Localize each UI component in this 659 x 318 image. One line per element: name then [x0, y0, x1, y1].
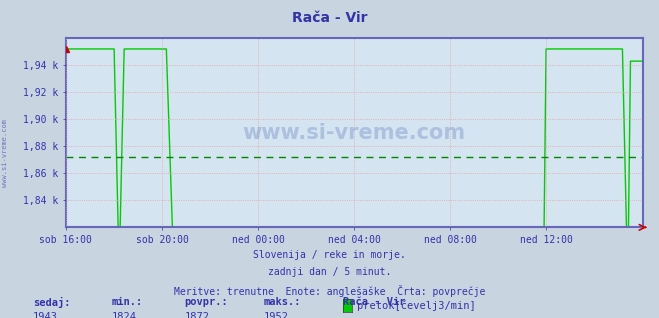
Text: povpr.:: povpr.:	[185, 297, 228, 307]
Text: Rača - Vir: Rača - Vir	[343, 297, 405, 307]
Text: maks.:: maks.:	[264, 297, 301, 307]
Text: pretok[čevelj3/min]: pretok[čevelj3/min]	[357, 300, 476, 311]
Text: sedaj:: sedaj:	[33, 297, 71, 308]
Text: www.si-vreme.com: www.si-vreme.com	[2, 119, 9, 187]
Text: 1943: 1943	[33, 312, 58, 318]
Text: www.si-vreme.com: www.si-vreme.com	[243, 123, 466, 143]
Text: min.:: min.:	[112, 297, 143, 307]
Text: zadnji dan / 5 minut.: zadnji dan / 5 minut.	[268, 267, 391, 277]
Text: Meritve: trenutne  Enote: anglešaške  Črta: povprečje: Meritve: trenutne Enote: anglešaške Črta…	[174, 285, 485, 297]
Text: Rača - Vir: Rača - Vir	[292, 11, 367, 25]
Text: 1824: 1824	[112, 312, 137, 318]
Text: 1952: 1952	[264, 312, 289, 318]
Text: Slovenija / reke in morje.: Slovenija / reke in morje.	[253, 250, 406, 259]
Text: 1872: 1872	[185, 312, 210, 318]
